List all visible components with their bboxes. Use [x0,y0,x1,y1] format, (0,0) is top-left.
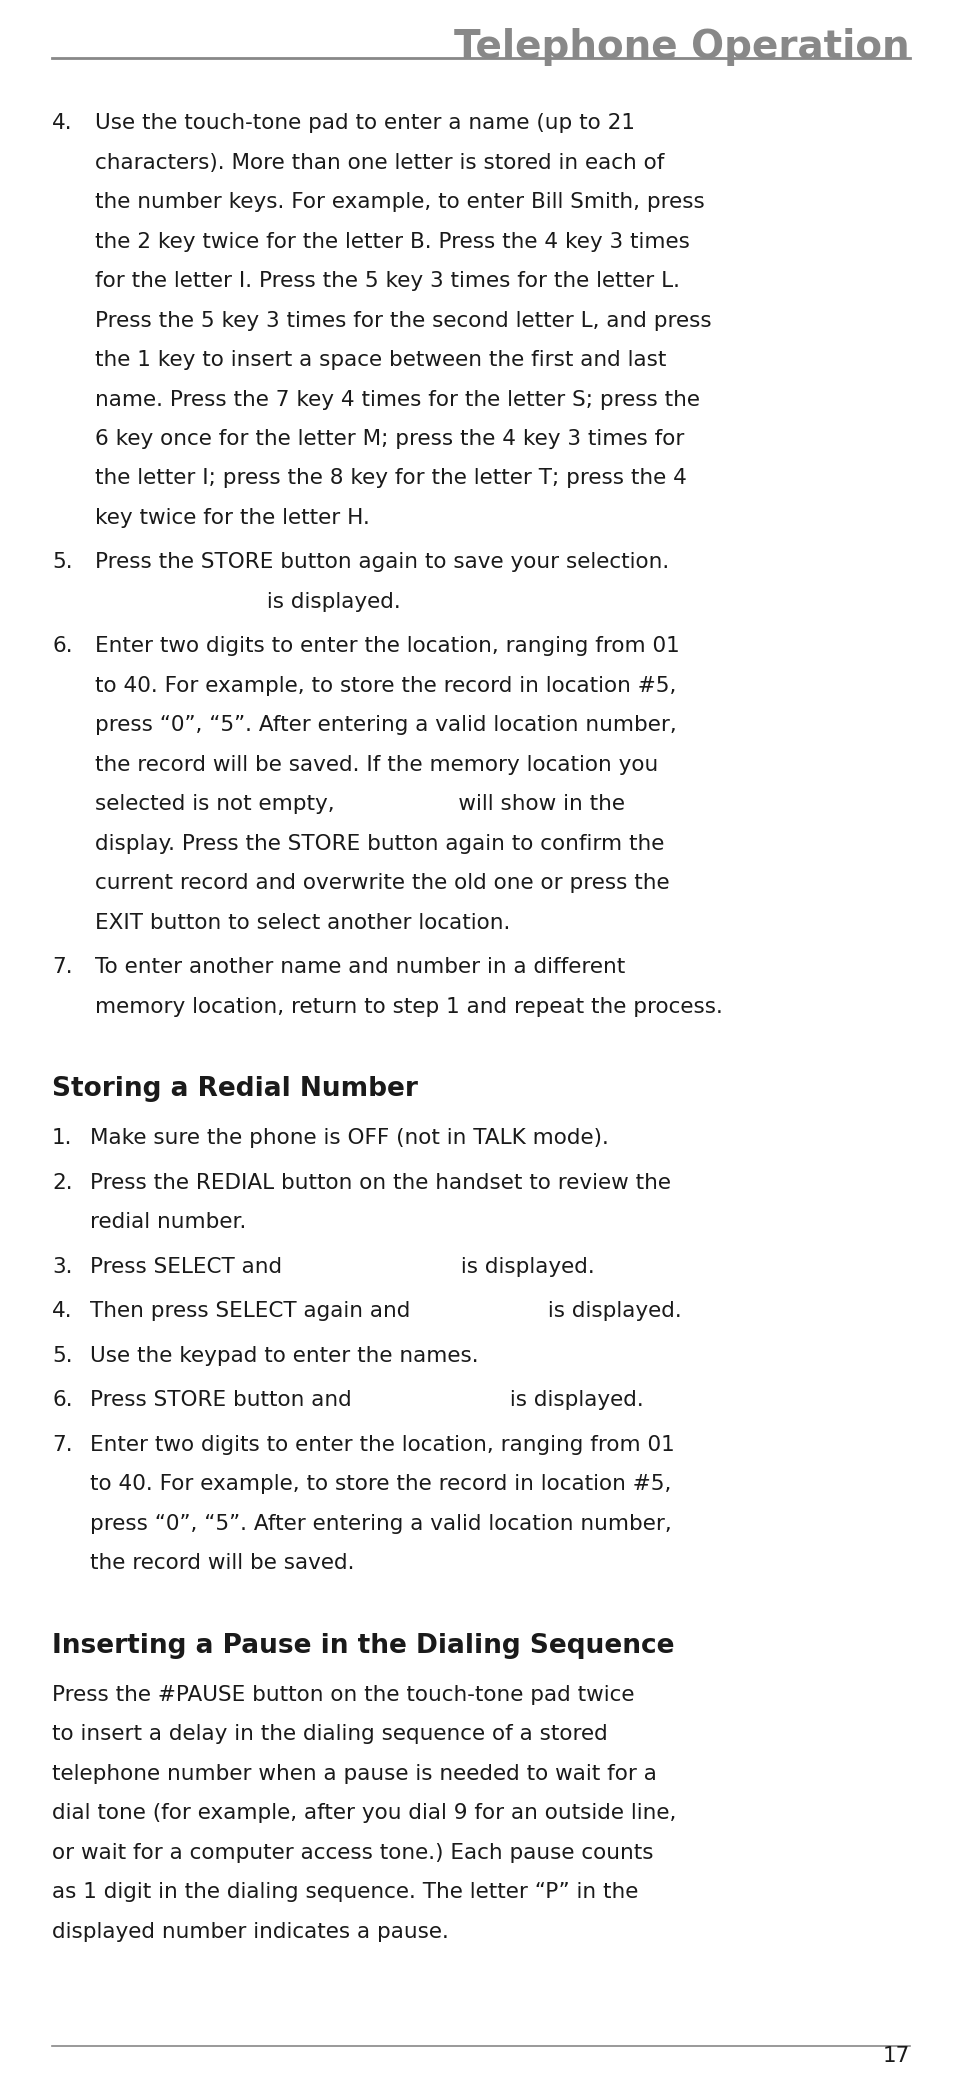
Text: Use the keypad to enter the names.: Use the keypad to enter the names. [90,1347,478,1366]
Text: characters). More than one letter is stored in each of: characters). More than one letter is sto… [95,152,663,173]
Text: current record and overwrite the old one or press the: current record and overwrite the old one… [95,873,669,894]
Text: 7.: 7. [52,958,72,977]
Text: the letter I; press the 8 key for the letter T; press the 4: the letter I; press the 8 key for the le… [95,468,686,489]
Text: 2.: 2. [52,1173,72,1192]
Text: press “0”, “5”. After entering a valid location number,: press “0”, “5”. After entering a valid l… [90,1514,671,1535]
Text: To enter another name and number in a different: To enter another name and number in a di… [95,958,624,977]
Text: selected is not empty,                  will show in the: selected is not empty, will show in the [95,796,624,814]
Text: redial number.: redial number. [90,1213,246,1232]
Text: as 1 digit in the dialing sequence. The letter “P” in the: as 1 digit in the dialing sequence. The … [52,1883,638,1902]
Text: 3.: 3. [52,1257,72,1278]
Text: is displayed.: is displayed. [95,593,400,612]
Text: 6.: 6. [52,637,72,656]
Text: 6.: 6. [52,1391,72,1411]
Text: displayed number indicates a pause.: displayed number indicates a pause. [52,1921,449,1942]
Text: 5.: 5. [52,1347,72,1366]
Text: for the letter I. Press the 5 key 3 times for the letter L.: for the letter I. Press the 5 key 3 time… [95,271,679,290]
Text: to 40. For example, to store the record in location #5,: to 40. For example, to store the record … [90,1474,671,1495]
Text: or wait for a computer access tone.) Each pause counts: or wait for a computer access tone.) Eac… [52,1844,653,1862]
Text: 5.: 5. [52,553,72,572]
Text: Use the touch-tone pad to enter a name (up to 21: Use the touch-tone pad to enter a name (… [95,113,635,134]
Text: the number keys. For example, to enter Bill Smith, press: the number keys. For example, to enter B… [95,192,704,213]
Text: Press the STORE button again to save your selection.: Press the STORE button again to save you… [95,553,669,572]
Text: telephone number when a pause is needed to wait for a: telephone number when a pause is needed … [52,1764,657,1783]
Text: the 1 key to insert a space between the first and last: the 1 key to insert a space between the … [95,351,666,370]
Text: Press SELECT and                          is displayed.: Press SELECT and is displayed. [90,1257,594,1278]
Text: press “0”, “5”. After entering a valid location number,: press “0”, “5”. After entering a valid l… [95,716,676,735]
Text: EXIT button to select another location.: EXIT button to select another location. [95,912,510,933]
Text: Press the 5 key 3 times for the second letter L, and press: Press the 5 key 3 times for the second l… [95,311,711,330]
Text: 1.: 1. [52,1128,72,1148]
Text: to insert a delay in the dialing sequence of a stored: to insert a delay in the dialing sequenc… [52,1725,607,1743]
Text: 17: 17 [882,2046,909,2065]
Text: Enter two digits to enter the location, ranging from 01: Enter two digits to enter the location, … [95,637,679,656]
Text: dial tone (for example, after you dial 9 for an outside line,: dial tone (for example, after you dial 9… [52,1804,676,1823]
Text: Storing a Redial Number: Storing a Redial Number [52,1077,417,1102]
Text: Inserting a Pause in the Dialing Sequence: Inserting a Pause in the Dialing Sequenc… [52,1633,674,1660]
Text: Telephone Operation: Telephone Operation [454,27,909,67]
Text: display. Press the STORE button again to confirm the: display. Press the STORE button again to… [95,833,663,854]
Text: Press the #PAUSE button on the touch-tone pad twice: Press the #PAUSE button on the touch-ton… [52,1685,634,1706]
Text: Then press SELECT again and                    is displayed.: Then press SELECT again and is displayed… [90,1301,681,1322]
Text: 4.: 4. [52,1301,72,1322]
Text: Press STORE button and                       is displayed.: Press STORE button and is displayed. [90,1391,643,1411]
Text: Press the REDIAL button on the handset to review the: Press the REDIAL button on the handset t… [90,1173,670,1192]
Text: memory location, return to step 1 and repeat the process.: memory location, return to step 1 and re… [95,996,722,1017]
Text: name. Press the 7 key 4 times for the letter S; press the: name. Press the 7 key 4 times for the le… [95,390,700,409]
Text: the record will be saved. If the memory location you: the record will be saved. If the memory … [95,756,658,775]
Text: Enter two digits to enter the location, ranging from 01: Enter two digits to enter the location, … [90,1434,674,1455]
Text: 4.: 4. [52,113,72,134]
Text: key twice for the letter H.: key twice for the letter H. [95,507,370,528]
Text: the record will be saved.: the record will be saved. [90,1553,355,1574]
Text: to 40. For example, to store the record in location #5,: to 40. For example, to store the record … [95,677,676,695]
Text: 6 key once for the letter M; press the 4 key 3 times for: 6 key once for the letter M; press the 4… [95,428,683,449]
Text: the 2 key twice for the letter B. Press the 4 key 3 times: the 2 key twice for the letter B. Press … [95,232,689,251]
Text: Make sure the phone is OFF (not in TALK mode).: Make sure the phone is OFF (not in TALK … [90,1128,608,1148]
Text: 7.: 7. [52,1434,72,1455]
